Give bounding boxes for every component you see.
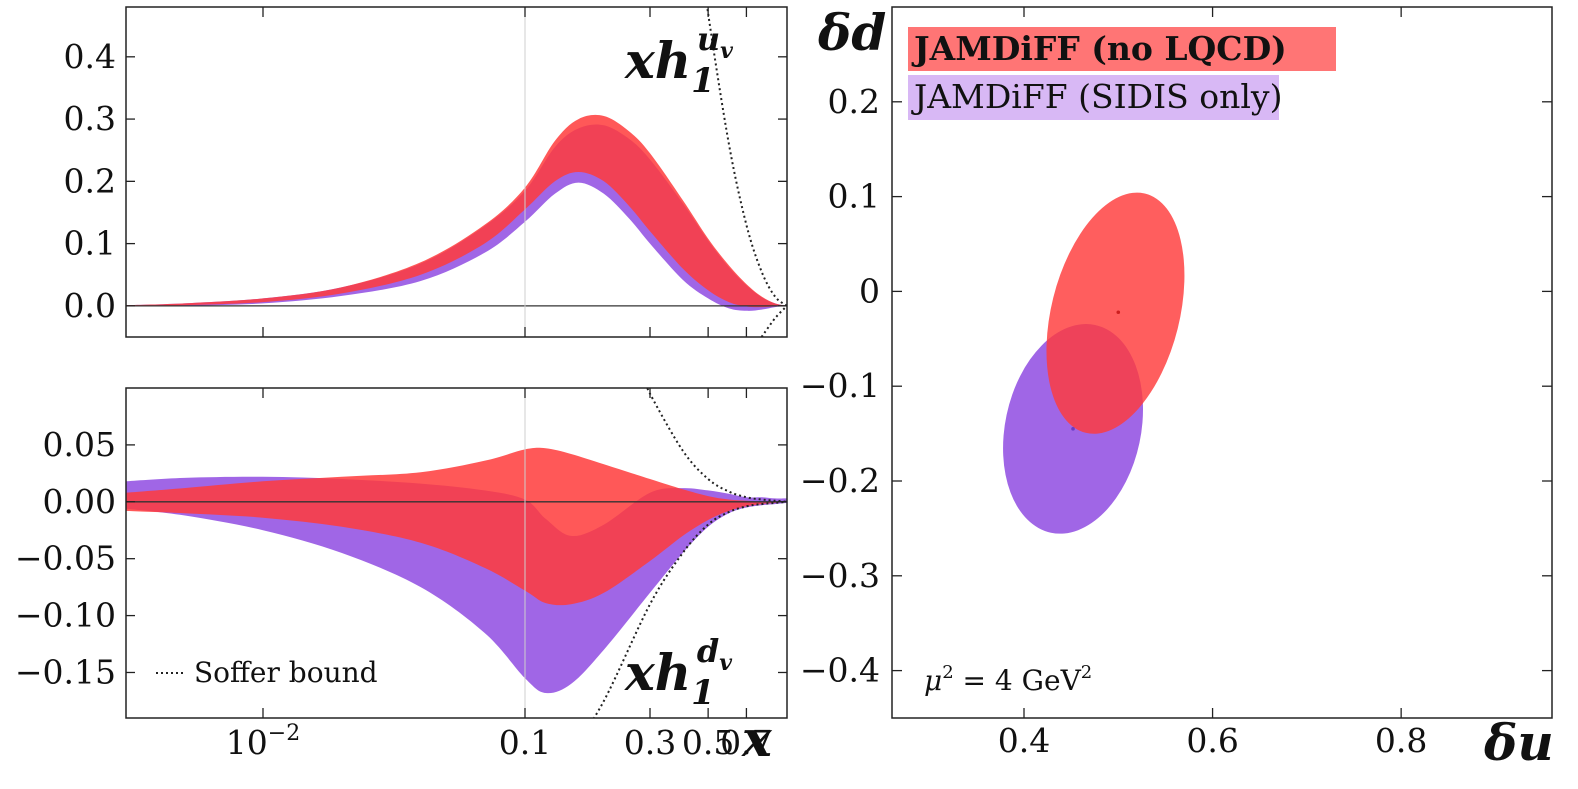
legend-entry-sidis-only-box	[908, 75, 1279, 120]
x-tick-label: 0.4	[998, 721, 1050, 760]
point-sidis-only	[1071, 427, 1075, 431]
x-tick-label: 0.5	[682, 723, 734, 762]
panel-top-uv: 0.0 0.1 0.2 0.3 0.4 xh1uv	[64, 6, 788, 338]
y-tick-label: 0.05	[43, 425, 116, 464]
dv-x-axis-label: x	[741, 709, 773, 768]
y-tick-label: 0	[859, 271, 880, 310]
x-tick-label: 0.8	[1375, 721, 1427, 760]
right-y-ticks: 0.2 0.1 0 −0.1 −0.2 −0.3 −0.4	[800, 82, 1552, 690]
y-tick-label: 0.3	[64, 99, 116, 138]
dv-band-no-lqcd	[126, 447, 787, 606]
soffer-legend-text: Soffer bound	[194, 656, 378, 689]
y-tick-label: 0.1	[64, 224, 116, 263]
plot-area-bottom	[126, 388, 787, 718]
y-tick-label: −0.10	[15, 596, 116, 635]
point-no-lqcd	[1116, 310, 1121, 315]
uv-soffer-bound-lower	[760, 305, 787, 337]
y-tick-label: −0.15	[15, 652, 116, 691]
legend-entry-no-lqcd-box	[908, 27, 1336, 71]
right-y-axis-label: δd	[817, 3, 886, 62]
plot-area-right	[1003, 192, 1185, 534]
x-tick-label: 0.1	[499, 723, 551, 762]
x-tick-label: 0.6	[1186, 721, 1238, 760]
y-tick-label: 0.00	[43, 482, 116, 521]
uv-soffer-bound-upper	[706, 7, 787, 307]
uv-y-ticks: 0.0 0.1 0.2 0.3 0.4	[64, 37, 787, 325]
y-tick-label: −0.4	[800, 651, 880, 690]
scale-annotation: μ2 = 4 GeV2	[924, 662, 1092, 697]
ellipse-no-lqcd	[1046, 192, 1185, 434]
legend-entry-no-lqcd: JAMDiFF (no LQCD)	[911, 29, 1287, 68]
dv-y-ticks: 0.05 0.00 −0.05 −0.10 −0.15	[15, 425, 787, 691]
panel-right-du-dd: 0.20.10−0.1−0.2−0.3−0.4 0.4 0.6 0.8 δd δu …	[800, 3, 1554, 772]
y-tick-label: −0.1	[800, 366, 880, 405]
panel-bottom-dv: 0.05 0.00 −0.05 −0.10 −0.15 10−2 0.1 0.3 0.50.7…	[15, 387, 788, 768]
y-tick-label: 0.1	[828, 177, 880, 216]
dv-axes-frame	[125, 387, 788, 719]
right-x-axis-label: δu	[1483, 713, 1554, 772]
uv-axes-frame	[125, 6, 788, 338]
x-tick-label: 10−2	[226, 721, 300, 762]
y-tick-label: 0.2	[828, 82, 880, 121]
dv-panel-label: xh1dv	[624, 632, 732, 713]
y-tick-label: 0.4	[64, 37, 116, 76]
plot-area-top	[126, 7, 787, 337]
uv-panel-label: xh1uv	[624, 20, 733, 101]
y-tick-label: −0.05	[15, 539, 116, 578]
uv-x-tick-marks	[262, 7, 748, 337]
legend: JAMDiFF (no LQCD) JAMDiFF (SIDIS only)	[908, 27, 1336, 120]
y-tick-label: 0.0	[64, 286, 116, 325]
y-tick-label: 0.2	[64, 161, 116, 200]
dv-soffer-bound-lower	[592, 500, 787, 718]
legend-entry-sidis-only: JAMDiFF (SIDIS only)	[911, 77, 1282, 116]
dv-soffer-bound-upper	[646, 388, 787, 503]
right-axes-frame	[891, 6, 1553, 719]
uv-band-no-lqcd	[126, 114, 787, 308]
x-tick-label: 0.3	[624, 723, 676, 762]
x-tick-label: 0.7	[720, 723, 772, 762]
y-tick-label: −0.3	[800, 556, 880, 595]
right-x-ticks: 0.4 0.6 0.8	[998, 7, 1427, 760]
y-tick-label: −0.2	[800, 461, 880, 500]
